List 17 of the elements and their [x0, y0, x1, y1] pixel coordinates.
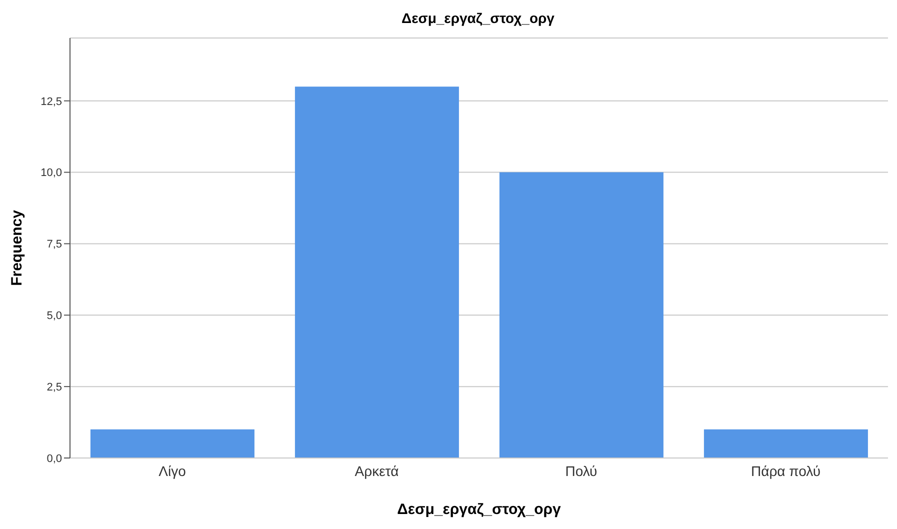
- x-tick-label: Πολύ: [565, 462, 598, 479]
- y-axis-title: Frequency: [8, 209, 26, 286]
- bar: [704, 429, 868, 458]
- x-axis-title: Δεσμ_εργαζ_στοχ_οργ: [397, 501, 562, 518]
- chart-title: Δεσμ_εργαζ_στοχ_οργ: [400, 9, 556, 28]
- y-tick-label: 10,0: [40, 167, 62, 180]
- bar: [294, 86, 459, 458]
- y-tick-label: 7,5: [46, 238, 62, 251]
- y-tick-label: 2,5: [46, 381, 62, 394]
- bar: [499, 172, 664, 458]
- x-tick-label: Λίγο: [158, 462, 186, 479]
- x-tick-label: Πάρα πολύ: [751, 462, 820, 479]
- y-tick-label: 5,0: [46, 310, 62, 322]
- bar: [90, 429, 254, 458]
- y-tick-label: 12,5: [40, 96, 62, 108]
- x-tick-label: Αρκετά: [354, 462, 399, 479]
- y-tick-label: 0,0: [46, 452, 62, 465]
